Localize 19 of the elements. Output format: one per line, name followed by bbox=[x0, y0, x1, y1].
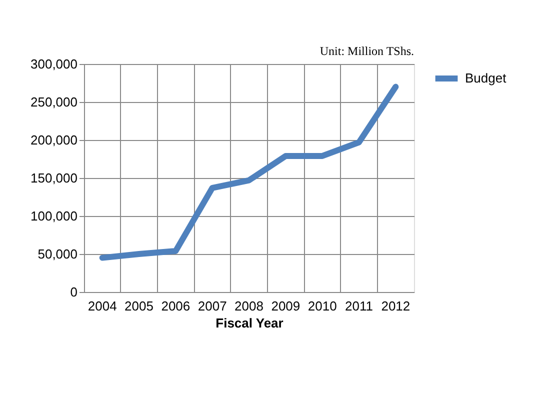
text: Unit: Million TShs. bbox=[320, 44, 414, 58]
y-tick-label: 0 bbox=[70, 284, 78, 300]
x-tick-label: 2005 bbox=[124, 298, 154, 314]
x-tick-label: 2009 bbox=[271, 298, 300, 314]
y-tick-label: 150,000 bbox=[30, 170, 78, 186]
x-tick-label: 2006 bbox=[161, 298, 190, 314]
x-tick-label: 2010 bbox=[308, 298, 337, 314]
x-tick-label: 2004 bbox=[88, 298, 117, 314]
x-axis-title: Fiscal Year bbox=[216, 316, 284, 330]
x-tick-label: 2011 bbox=[345, 298, 373, 314]
y-tick-label: 200,000 bbox=[30, 132, 78, 148]
y-tick-label: 250,000 bbox=[30, 94, 78, 110]
x-tick-label: 2008 bbox=[234, 298, 264, 314]
x-tick-label: 2012 bbox=[381, 298, 410, 314]
x-tick-label: 2007 bbox=[198, 298, 227, 314]
y-tick-label: 100,000 bbox=[30, 208, 78, 224]
y-tick-label: 300,000 bbox=[30, 56, 78, 72]
legend-label: Budget bbox=[465, 70, 507, 86]
y-tick-label: 50,000 bbox=[38, 246, 78, 262]
